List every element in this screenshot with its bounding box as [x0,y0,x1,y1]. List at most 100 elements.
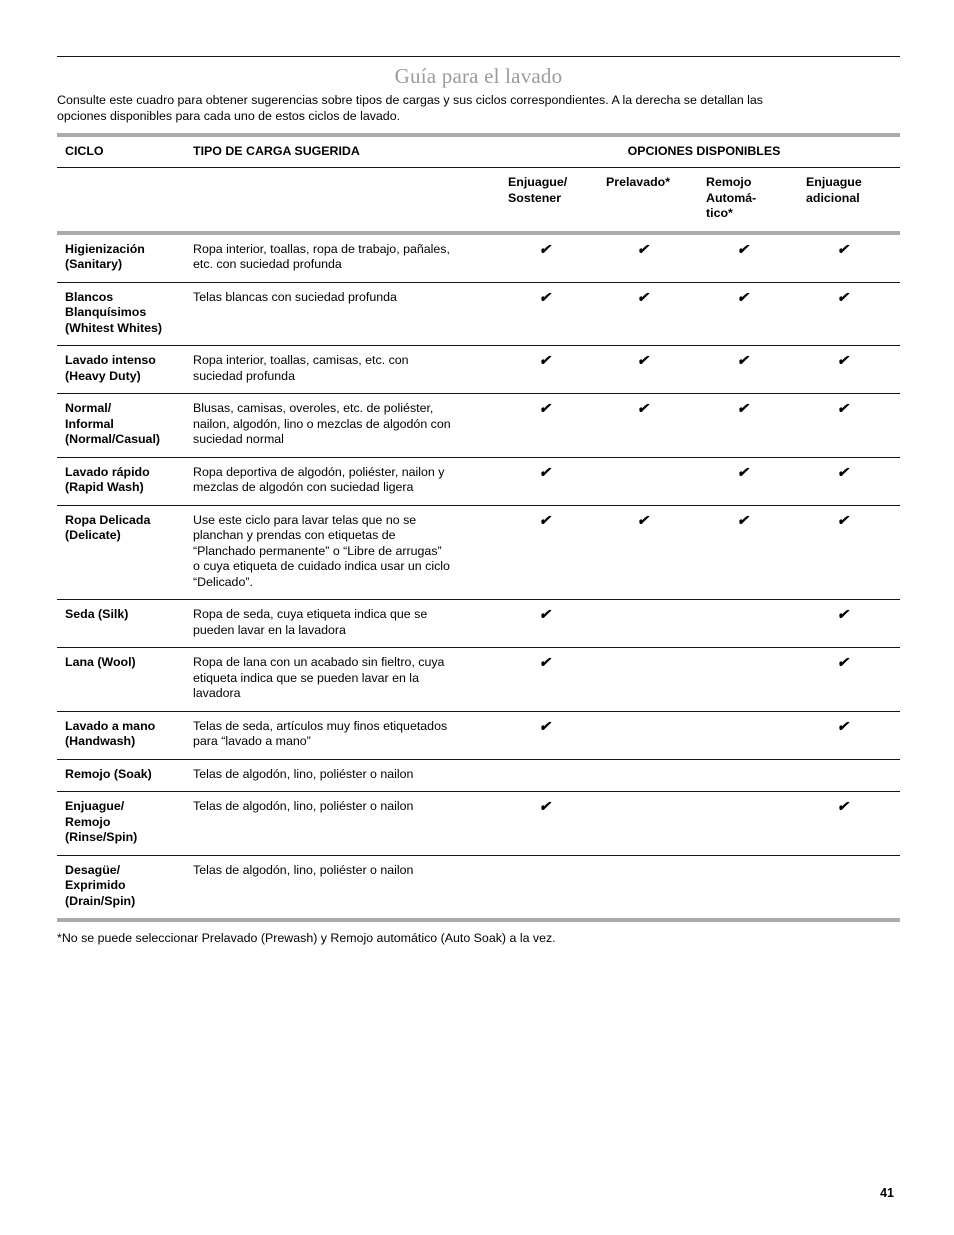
cycle-name-cell: Seda (Silk) [65,607,129,622]
option-cell-enjuague-sostener [508,767,606,783]
option-cell-remojo-automatico: ✔ [706,400,806,448]
check-icon: ✔ [538,463,554,480]
option-cell-prelavado [606,799,706,846]
check-icon: ✔ [538,400,554,417]
check-icon: ✔ [538,240,554,257]
manual-page: Guía para el lavado Consulte este cuadro… [57,0,900,946]
check-icon: ✔ [836,288,852,305]
option-cell-prelavado [606,655,706,702]
table-row: Higienización (Sanitary) Ropa interior, … [57,235,900,283]
cycle-name-cell: Enjuague/ Remojo (Rinse/Spin) [65,799,138,845]
cycle-name-cell: Lana (Wool) [65,655,136,670]
load-type-cell: Use este ciclo para lavar telas que no s… [193,512,450,589]
load-type-cell: Ropa de seda, cuya etiqueta indica que s… [193,607,428,637]
cycle-name-cell: Normal/ Informal (Normal/Casual) [65,401,161,447]
check-icon: ✔ [736,240,752,257]
intro-text: Consulte este cuadro para obtener sugere… [57,93,763,124]
check-icon: ✔ [538,654,554,671]
option-cell-enjuague-sostener: ✔ [508,654,606,702]
check-icon: ✔ [836,654,852,671]
table-row: Seda (Silk) Ropa de seda, cuya etiqueta … [57,600,900,649]
check-icon: ✔ [538,352,554,369]
check-icon: ✔ [836,717,852,734]
check-icon: ✔ [636,400,652,417]
option-cell-prelavado [606,719,706,750]
option-cell-enjuague-adicional: ✔ [806,288,900,337]
table-row: Blancos Blanquísimos (Whitest Whites) Te… [57,283,900,347]
option-cell-remojo-automatico: ✔ [706,463,806,496]
option-cell-remojo-automatico [706,719,806,750]
table-row: Lavado intenso (Heavy Duty) Ropa interio… [57,346,900,395]
load-type-cell: Telas de algodón, lino, poliéster o nail… [193,862,414,877]
table-row: Lavado rápido (Rapid Wash) Ropa deportiv… [57,458,900,506]
option-header-remojo-automatico: Remojo Automá- tico* [706,175,757,221]
option-cell-prelavado [606,863,706,910]
cycle-name-cell: Blancos Blanquísimos (Whitest Whites) [65,289,163,335]
table-body: Higienización (Sanitary) Ropa interior, … [57,235,900,919]
subheader-spacer-ciclo [57,175,193,222]
check-icon: ✔ [836,463,852,480]
check-icon: ✔ [836,352,852,369]
option-cell-enjuague-sostener: ✔ [508,463,606,496]
table-row: Normal/ Informal (Normal/Casual) Blusas,… [57,394,900,458]
cycle-name-cell: Higienización (Sanitary) [65,241,145,272]
option-cell-prelavado: ✔ [606,240,706,273]
column-header-tipo-de-carga: TIPO DE CARGA SUGERIDA [193,144,360,159]
check-icon: ✔ [736,400,752,417]
check-icon: ✔ [636,288,652,305]
check-icon: ✔ [836,798,852,815]
option-cell-remojo-automatico [706,607,806,638]
load-type-cell: Blusas, camisas, overoles, etc. de polié… [193,401,451,447]
option-cell-prelavado [606,465,706,496]
check-icon: ✔ [836,400,852,417]
table-header-row: CICLO TIPO DE CARGA SUGERIDA OPCIONES DI… [57,137,900,169]
option-cell-remojo-automatico [706,863,806,910]
check-icon: ✔ [538,798,554,815]
option-cell-enjuague-adicional: ✔ [806,352,900,384]
column-header-opciones-disponibles: OPCIONES DISPONIBLES [627,144,781,159]
check-icon: ✔ [538,717,554,734]
option-cell-enjuague-adicional: ✔ [806,463,900,496]
check-icon: ✔ [736,463,752,480]
option-cell-enjuague-adicional: ✔ [806,654,900,702]
option-cell-enjuague-adicional: ✔ [806,798,900,846]
option-cell-enjuague-adicional: ✔ [806,511,900,591]
option-cell-enjuague-sostener: ✔ [508,606,606,638]
page-number: 41 [880,1186,894,1200]
table-row: Remojo (Soak) Telas de algodón, lino, po… [57,760,900,793]
table-row: Lana (Wool) Ropa de lana con un acabado … [57,648,900,712]
check-icon: ✔ [538,606,554,623]
option-cell-remojo-automatico [706,655,806,702]
load-type-cell: Telas de algodón, lino, poliéster o nail… [193,799,414,814]
option-cell-enjuague-adicional [806,863,900,910]
option-cell-prelavado: ✔ [606,288,706,337]
option-cell-prelavado [606,607,706,638]
option-cell-remojo-automatico [706,799,806,846]
load-type-cell: Ropa interior, toallas, ropa de trabajo,… [193,241,450,272]
check-icon: ✔ [836,240,852,257]
cycle-name-cell: Lavado rápido (Rapid Wash) [65,464,150,495]
option-cell-remojo-automatico: ✔ [706,511,806,591]
table-row: Enjuague/ Remojo (Rinse/Spin) Telas de a… [57,792,900,856]
check-icon: ✔ [636,240,652,257]
check-icon: ✔ [836,606,852,623]
check-icon: ✔ [736,511,752,528]
cycle-name-cell: Lavado a mano (Handwash) [65,718,156,749]
option-cell-enjuague-adicional: ✔ [806,606,900,638]
option-cell-prelavado: ✔ [606,400,706,448]
check-icon: ✔ [836,511,852,528]
option-cell-prelavado: ✔ [606,352,706,384]
option-header-enjuague-sostener: Enjuague/ Sostener [508,175,568,205]
option-cell-remojo-automatico: ✔ [706,240,806,273]
option-cell-prelavado: ✔ [606,512,706,591]
check-icon: ✔ [736,288,752,305]
option-cell-remojo-automatico: ✔ [706,288,806,337]
option-cell-enjuague-sostener: ✔ [508,289,606,337]
check-icon: ✔ [636,352,652,369]
load-type-cell: Telas blancas con suciedad profunda [193,289,397,304]
option-cell-prelavado [606,767,706,783]
top-divider-rule [57,56,900,58]
table-row: Lavado a mano (Handwash) Telas de seda, … [57,712,900,760]
cycle-name-cell: Ropa Delicada (Delicate) [65,512,151,543]
load-type-cell: Telas de algodón, lino, poliéster o nail… [193,766,414,781]
